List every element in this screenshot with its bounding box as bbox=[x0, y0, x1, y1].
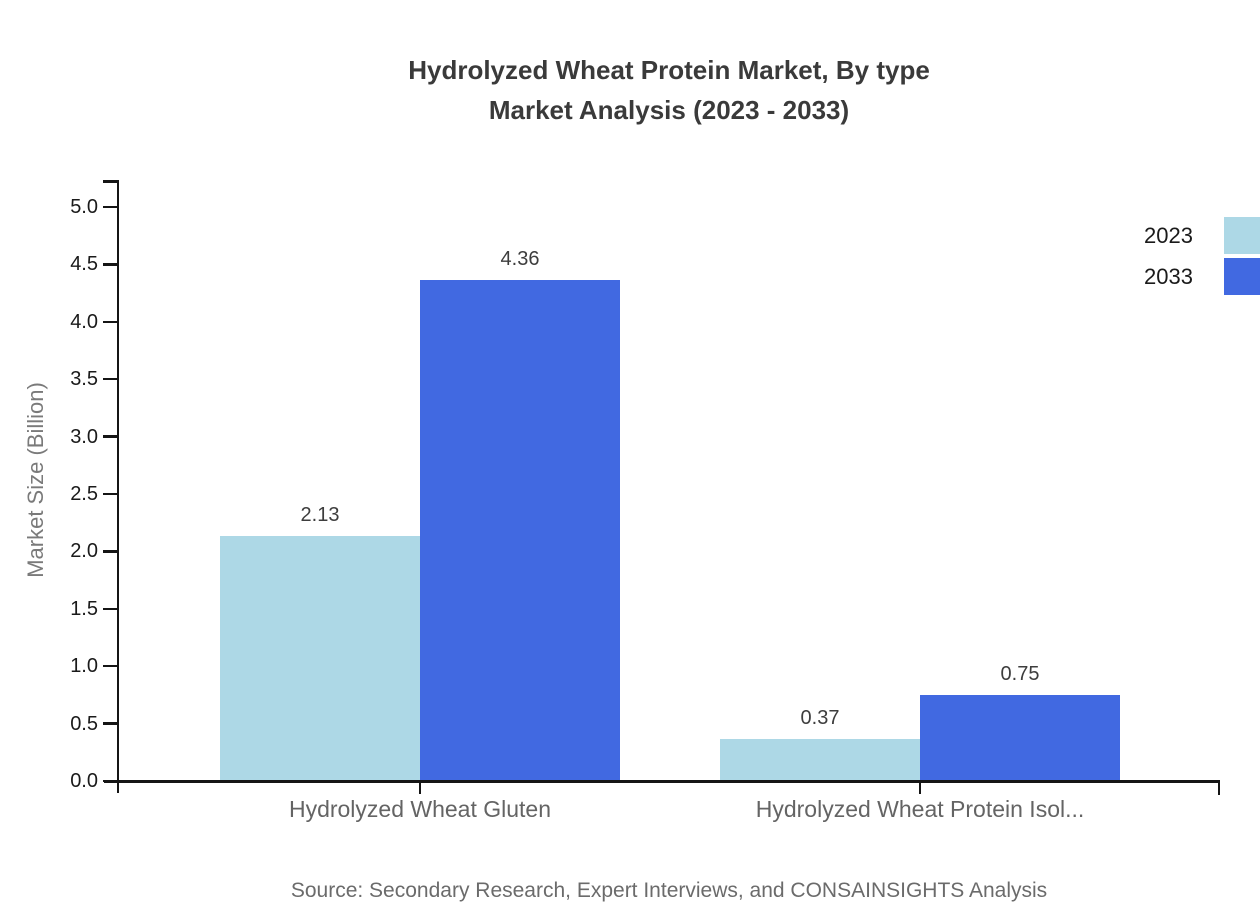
y-axis-tick-label: 1.5 bbox=[70, 597, 98, 620]
bar bbox=[220, 536, 420, 781]
y-axis-tick-label: 2.5 bbox=[70, 483, 98, 505]
y-axis-tick-label: 1.0 bbox=[70, 655, 98, 678]
bar-value-label: 4.36 bbox=[500, 248, 540, 271]
x-axis-line bbox=[104, 780, 1220, 783]
bar bbox=[720, 738, 920, 781]
bar-value-label: 0.37 bbox=[800, 706, 840, 729]
chart-title: Hydrolyzed Wheat Protein Market, By type… bbox=[118, 50, 1220, 130]
y-axis-tick bbox=[103, 722, 118, 725]
y-axis-tick bbox=[103, 607, 118, 611]
x-axis-tick bbox=[918, 780, 922, 794]
y-axis-tick bbox=[103, 435, 118, 438]
x-category-label: Hydrolyzed Wheat Protein Isol... bbox=[755, 796, 1085, 822]
y-axis-tick bbox=[103, 377, 118, 381]
legend-label: 2033 bbox=[1144, 263, 1193, 289]
legend-item: 2033 bbox=[1144, 258, 1260, 295]
chart-title-line2: Market Analysis (2023 - 2033) bbox=[488, 95, 850, 125]
legend-swatch bbox=[1224, 217, 1260, 254]
bar-value-label: 2.13 bbox=[300, 504, 340, 527]
x-axis-tick bbox=[418, 780, 422, 794]
y-axis-tick-label: 2.0 bbox=[70, 540, 98, 563]
y-axis-tick bbox=[103, 263, 118, 266]
source-note: Source: Secondary Research, Expert Inter… bbox=[290, 879, 1048, 902]
legend: 2023 2033 bbox=[1144, 217, 1260, 299]
y-axis-tick-label: 4.0 bbox=[70, 310, 98, 333]
y-axis-tick-label: 3.0 bbox=[70, 425, 98, 448]
y-axis-tick-label: 0.5 bbox=[70, 712, 98, 735]
legend-item: 2023 bbox=[1144, 217, 1260, 254]
y-axis-tick bbox=[103, 205, 118, 209]
y-axis-tick bbox=[103, 492, 118, 496]
chart-title-line1: Hydrolyzed Wheat Protein Market, By type bbox=[408, 55, 930, 85]
y-axis-tick bbox=[103, 779, 118, 783]
legend-swatch bbox=[1224, 258, 1260, 295]
y-axis-tick-label: 4.5 bbox=[70, 253, 98, 276]
y-axis-tick-label: 3.5 bbox=[70, 368, 98, 391]
y-axis-tick bbox=[103, 320, 118, 324]
y-axis-line bbox=[116, 180, 119, 793]
y-axis-tick bbox=[103, 550, 118, 553]
bar-value-label: 0.75 bbox=[1000, 662, 1040, 685]
x-axis-end-cap bbox=[1217, 780, 1220, 795]
bar bbox=[420, 280, 620, 781]
x-category-label: Hydrolyzed Wheat Gluten bbox=[288, 796, 552, 822]
bar bbox=[920, 694, 1120, 781]
legend-label: 2023 bbox=[1144, 222, 1193, 248]
y-axis-tick-label: 5.0 bbox=[70, 196, 98, 218]
y-axis-tick-label: 0.0 bbox=[70, 770, 98, 792]
y-axis-tick bbox=[103, 664, 118, 668]
y-axis-top-cap bbox=[103, 180, 119, 183]
